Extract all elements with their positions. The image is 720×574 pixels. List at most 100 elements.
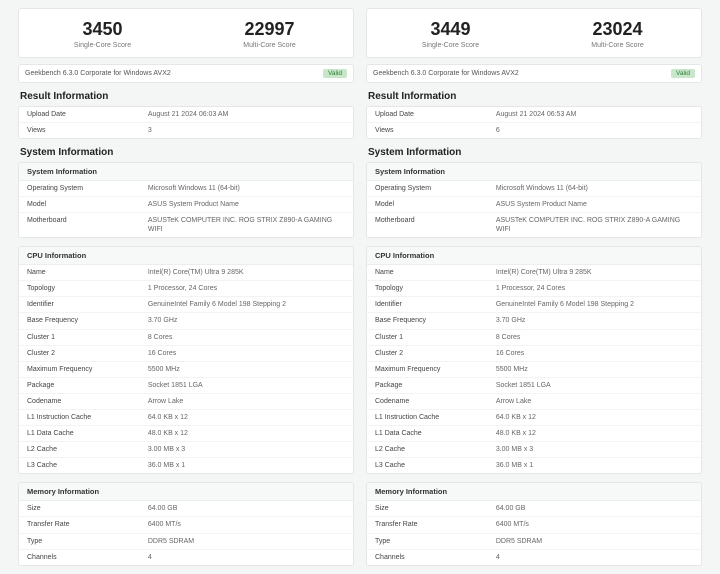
row-value: 1 Processor, 24 Cores bbox=[148, 284, 345, 293]
row-value: 3.00 MB x 3 bbox=[148, 445, 345, 454]
result-panel-left: Upload DateAugust 21 2024 06:03 AMViews3 bbox=[18, 106, 354, 139]
result-heading-left: Result Information bbox=[20, 91, 354, 102]
row-key: Cluster 2 bbox=[27, 349, 148, 358]
panel-header: CPU Information bbox=[367, 247, 701, 265]
row-key: L1 Instruction Cache bbox=[375, 413, 496, 422]
table-row: Cluster 18 Cores bbox=[367, 330, 701, 346]
valid-badge: Valid bbox=[671, 69, 695, 78]
table-row: Cluster 18 Cores bbox=[19, 330, 353, 346]
memory-panel-left: Memory InformationSize64.00 GBTransfer R… bbox=[18, 482, 354, 565]
score-card-right: 3449 Single-Core Score 23024 Multi-Core … bbox=[366, 8, 702, 58]
row-key: L2 Cache bbox=[27, 445, 148, 454]
multi-core-block: 23024 Multi-Core Score bbox=[534, 19, 701, 49]
row-value: Arrow Lake bbox=[148, 397, 345, 406]
cpu-panel-right: CPU InformationNameIntel(R) Core(TM) Ult… bbox=[366, 246, 702, 474]
row-key: Maximum Frequency bbox=[27, 365, 148, 374]
table-row: Topology1 Processor, 24 Cores bbox=[19, 281, 353, 297]
table-row: Operating SystemMicrosoft Windows 11 (64… bbox=[19, 181, 353, 197]
row-value: Arrow Lake bbox=[496, 397, 693, 406]
system-panel-left: System InformationOperating SystemMicros… bbox=[18, 162, 354, 238]
row-value: GenuineIntel Family 6 Model 198 Stepping… bbox=[496, 300, 693, 309]
row-key: Codename bbox=[27, 397, 148, 406]
row-value: 5500 MHz bbox=[496, 365, 693, 374]
panel-header: CPU Information bbox=[19, 247, 353, 265]
multi-core-label: Multi-Core Score bbox=[186, 42, 353, 49]
row-key: Base Frequency bbox=[27, 316, 148, 325]
table-row: CodenameArrow Lake bbox=[19, 394, 353, 410]
row-key: Identifier bbox=[27, 300, 148, 309]
row-key: Name bbox=[375, 268, 496, 277]
row-key: Size bbox=[375, 504, 496, 513]
left-column: 3450 Single-Core Score 22997 Multi-Core … bbox=[18, 8, 354, 574]
row-key: Maximum Frequency bbox=[375, 365, 496, 374]
table-row: L2 Cache3.00 MB x 3 bbox=[19, 442, 353, 458]
row-value: 36.0 MB x 1 bbox=[496, 461, 693, 470]
table-row: L1 Data Cache48.0 KB x 12 bbox=[19, 426, 353, 442]
row-value: 16 Cores bbox=[496, 349, 693, 358]
row-value: DDR5 SDRAM bbox=[496, 537, 693, 546]
table-row: Views3 bbox=[19, 123, 353, 138]
version-text: Geekbench 6.3.0 Corporate for Windows AV… bbox=[25, 70, 171, 77]
row-value: Intel(R) Core(TM) Ultra 9 285K bbox=[496, 268, 693, 277]
row-key: Transfer Rate bbox=[375, 520, 496, 529]
multi-core-block: 22997 Multi-Core Score bbox=[186, 19, 353, 49]
row-key: Model bbox=[375, 200, 496, 209]
row-key: Size bbox=[27, 504, 148, 513]
table-row: Upload DateAugust 21 2024 06:53 AM bbox=[367, 107, 701, 123]
row-key: Identifier bbox=[375, 300, 496, 309]
panel-header: Memory Information bbox=[19, 483, 353, 501]
row-value: 5500 MHz bbox=[148, 365, 345, 374]
table-row: Channels4 bbox=[367, 550, 701, 565]
table-row: Base Frequency3.70 GHz bbox=[367, 313, 701, 329]
row-key: Model bbox=[27, 200, 148, 209]
row-value: 3 bbox=[148, 126, 345, 135]
row-key: Channels bbox=[375, 553, 496, 562]
result-panel-right: Upload DateAugust 21 2024 06:53 AM Views6 bbox=[366, 106, 702, 139]
row-value: 3.00 MB x 3 bbox=[496, 445, 693, 454]
table-row: Operating SystemMicrosoft Windows 11 (64… bbox=[367, 181, 701, 197]
row-value: 3.70 GHz bbox=[496, 316, 693, 325]
right-column: 3449 Single-Core Score 23024 Multi-Core … bbox=[366, 8, 702, 574]
cpu-panel-left: CPU InformationNameIntel(R) Core(TM) Ult… bbox=[18, 246, 354, 474]
row-value: 4 bbox=[496, 553, 693, 562]
row-value: 64.00 GB bbox=[496, 504, 693, 513]
table-row: ModelASUS System Product Name bbox=[367, 197, 701, 213]
row-value: 64.00 GB bbox=[148, 504, 345, 513]
row-key: Base Frequency bbox=[375, 316, 496, 325]
table-row: NameIntel(R) Core(TM) Ultra 9 285K bbox=[367, 265, 701, 281]
table-row: IdentifierGenuineIntel Family 6 Model 19… bbox=[367, 297, 701, 313]
table-row: Cluster 216 Cores bbox=[367, 346, 701, 362]
version-card-left: Geekbench 6.3.0 Corporate for Windows AV… bbox=[18, 64, 354, 83]
single-core-score: 3450 bbox=[19, 19, 186, 41]
row-key: Cluster 1 bbox=[375, 333, 496, 342]
row-value: August 21 2024 06:03 AM bbox=[148, 110, 345, 119]
row-value: Socket 1851 LGA bbox=[496, 381, 693, 390]
table-row: MotherboardASUSTeK COMPUTER INC. ROG STR… bbox=[19, 213, 353, 237]
table-row: CodenameArrow Lake bbox=[367, 394, 701, 410]
row-key: Motherboard bbox=[27, 216, 148, 234]
row-value: 48.0 KB x 12 bbox=[496, 429, 693, 438]
row-value: 6 bbox=[496, 126, 693, 135]
valid-badge: Valid bbox=[323, 69, 347, 78]
row-key: Name bbox=[27, 268, 148, 277]
row-key: Topology bbox=[375, 284, 496, 293]
row-value: 8 Cores bbox=[496, 333, 693, 342]
table-row: L3 Cache36.0 MB x 1 bbox=[19, 458, 353, 473]
row-value: DDR5 SDRAM bbox=[148, 537, 345, 546]
panel-header: System Information bbox=[367, 163, 701, 181]
row-key: Cluster 1 bbox=[27, 333, 148, 342]
score-card-left: 3450 Single-Core Score 22997 Multi-Core … bbox=[18, 8, 354, 58]
row-key: Topology bbox=[27, 284, 148, 293]
row-value: Microsoft Windows 11 (64-bit) bbox=[496, 184, 693, 193]
row-key: Type bbox=[27, 537, 148, 546]
row-value: 6400 MT/s bbox=[148, 520, 345, 529]
row-key: Operating System bbox=[375, 184, 496, 193]
single-core-block: 3450 Single-Core Score bbox=[19, 19, 186, 49]
row-value: 16 Cores bbox=[148, 349, 345, 358]
row-key: Views bbox=[375, 126, 496, 135]
row-key: Codename bbox=[375, 397, 496, 406]
row-key: L2 Cache bbox=[375, 445, 496, 454]
table-row: L1 Data Cache48.0 KB x 12 bbox=[367, 426, 701, 442]
row-key: Package bbox=[27, 381, 148, 390]
row-value: Microsoft Windows 11 (64-bit) bbox=[148, 184, 345, 193]
